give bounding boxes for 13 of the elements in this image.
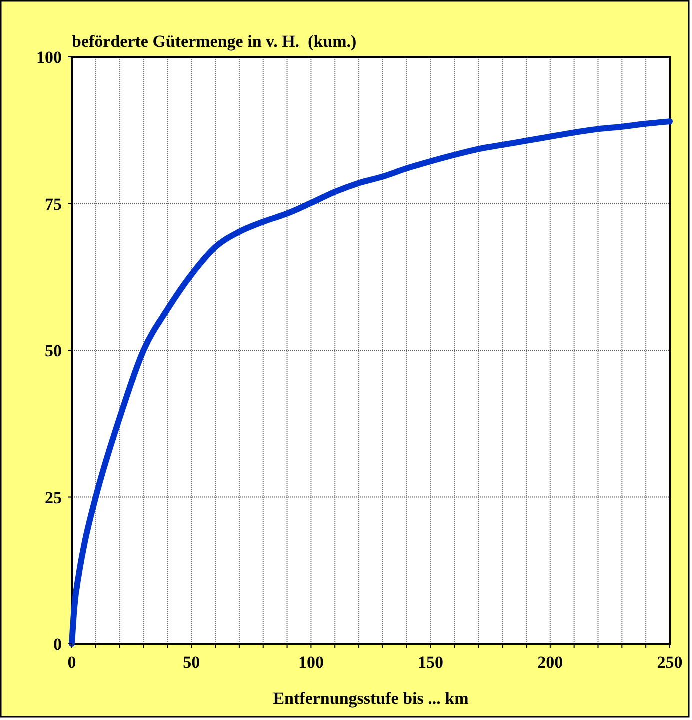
x-tick-label: 100 — [298, 653, 324, 672]
x-tick-label: 0 — [68, 653, 76, 672]
y-tick-label: 50 — [45, 342, 62, 360]
y-tick-label: 0 — [54, 635, 62, 654]
x-axis-title: Entfernungsstufe bis ... km — [273, 689, 469, 708]
chart-title: beförderte Gütermenge in v. H. (kum.) — [72, 32, 357, 51]
y-tick-label: 75 — [45, 194, 62, 214]
y-tick-label: 25 — [45, 488, 62, 508]
x-tick-label: 150 — [418, 653, 444, 672]
x-tick-label: 250 — [657, 653, 683, 672]
x-tick-label: 50 — [183, 653, 200, 672]
y-tick-label: 100 — [36, 48, 62, 67]
x-tick-label: 200 — [538, 653, 564, 672]
